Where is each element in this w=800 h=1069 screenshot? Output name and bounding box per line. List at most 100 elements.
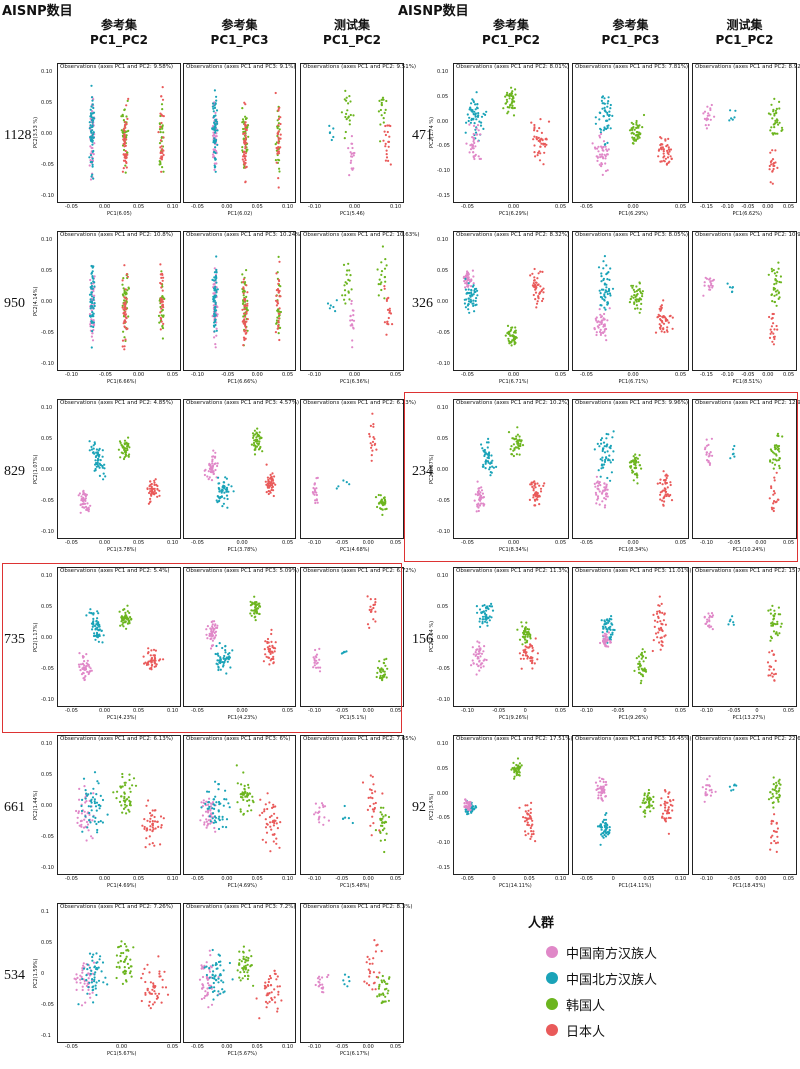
data-point [472, 112, 475, 115]
data-point [102, 981, 105, 984]
data-point [702, 294, 705, 297]
data-point [277, 255, 280, 258]
data-point [349, 319, 352, 322]
data-point [770, 103, 773, 106]
data-point [273, 988, 276, 991]
data-point [340, 652, 343, 655]
data-point [536, 652, 539, 655]
data-point [159, 328, 162, 331]
data-point [152, 648, 156, 651]
data-point [127, 455, 130, 458]
data-point [525, 654, 529, 657]
data-point [732, 452, 735, 455]
data-point [211, 807, 214, 810]
data-point [314, 655, 317, 658]
data-point [75, 988, 78, 991]
data-point [474, 651, 477, 654]
data-point [667, 146, 670, 149]
data-point [770, 485, 773, 488]
data-point [534, 495, 537, 498]
data-point [605, 645, 608, 648]
data-point [380, 270, 384, 273]
data-point [769, 181, 772, 184]
data-point [533, 123, 536, 127]
data-point [272, 661, 275, 664]
data-point [667, 137, 670, 140]
data-point [660, 330, 663, 333]
data-point [250, 955, 253, 958]
data-point [596, 159, 599, 162]
data-point [521, 444, 525, 447]
data-point [266, 640, 269, 644]
data-point [477, 650, 481, 653]
data-point [146, 963, 149, 966]
data-point [254, 606, 257, 609]
data-point [385, 99, 388, 103]
data-point [542, 484, 545, 487]
data-point [266, 984, 269, 987]
data-point [603, 312, 606, 316]
data-point [148, 835, 151, 838]
data-point [221, 825, 224, 828]
data-point [713, 115, 716, 118]
data-point [273, 650, 276, 653]
data-point [205, 628, 208, 631]
data-point [520, 440, 523, 443]
data-point [327, 819, 330, 822]
data-point [598, 289, 601, 292]
data-point [462, 276, 465, 279]
data-point [599, 292, 602, 295]
y-axis-label: PC2(1.07%) [33, 454, 39, 484]
data-point [89, 278, 92, 282]
data-point [382, 496, 385, 500]
data-point [214, 278, 217, 281]
data-point [122, 308, 125, 311]
data-point [159, 139, 162, 142]
data-point [473, 141, 476, 145]
data-point [383, 838, 387, 842]
data-point [386, 130, 389, 134]
data-point [535, 138, 539, 141]
data-point [651, 649, 654, 653]
data-point [472, 132, 475, 136]
data-point [91, 124, 94, 127]
data-point [247, 783, 250, 786]
data-point [264, 803, 267, 806]
data-point [123, 299, 126, 302]
data-point [122, 330, 125, 333]
data-point [773, 294, 776, 297]
data-point [533, 286, 536, 289]
data-point [97, 979, 101, 982]
data-point [87, 508, 90, 511]
data-point [382, 117, 385, 120]
row-label-aisnp-735: 735 [4, 632, 25, 647]
data-point [217, 817, 220, 820]
data-point [529, 274, 532, 277]
data-point [159, 281, 162, 285]
data-point [368, 972, 372, 975]
data-point [89, 300, 92, 303]
data-point [318, 658, 321, 661]
x-tick-label: -0.10 [308, 1044, 321, 1050]
data-point [601, 319, 604, 322]
data-point [122, 951, 125, 955]
data-point [238, 950, 241, 953]
data-point [129, 970, 132, 973]
data-point [159, 126, 162, 129]
data-point [379, 839, 382, 842]
row-156-col1-panel: Observations (axes PC1 and PC2: 11.3%) [453, 567, 569, 707]
data-point [212, 279, 216, 282]
data-point [371, 412, 374, 415]
data-point [603, 463, 606, 466]
data-point [264, 1000, 268, 1003]
x-tick-label: -0.05 [580, 540, 593, 546]
data-point [602, 627, 605, 630]
data-point [278, 170, 281, 173]
data-point [664, 493, 667, 496]
data-point [508, 93, 511, 96]
data-point [488, 468, 491, 471]
data-point [101, 961, 105, 964]
data-point [231, 978, 234, 981]
data-point [206, 987, 209, 990]
data-point [93, 142, 96, 145]
